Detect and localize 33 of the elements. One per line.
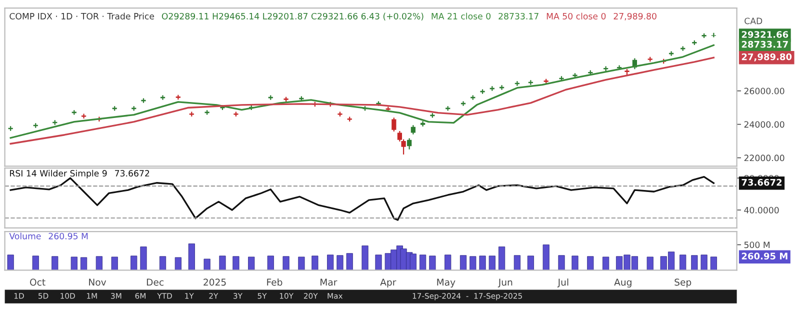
text: MA 50 close 0 xyxy=(546,12,606,20)
text: MA 21 close 0 xyxy=(432,12,491,20)
text: 27,989.80 xyxy=(742,53,792,62)
x-tick-label: Oct xyxy=(30,278,46,286)
text: CAD xyxy=(744,18,762,24)
x-tick-label: Nov xyxy=(89,278,106,286)
series-label: Volume xyxy=(9,232,41,240)
x-tick-label: 2025 xyxy=(204,278,226,286)
y-tick-label: 22000.00 xyxy=(744,154,784,162)
annotation: 28733.17 xyxy=(498,12,538,20)
text: 73.6672 xyxy=(742,178,782,186)
text: 260.95 M xyxy=(742,252,788,260)
text: 28733.17 xyxy=(742,40,788,48)
chart-title: COMP IDX · 1D · TOR · Trade Price xyxy=(10,12,154,20)
x-tick-label: Aug xyxy=(614,278,632,288)
x-tick-label: Apr xyxy=(380,278,396,288)
annotation: 260.95 M xyxy=(48,232,88,240)
annotation: 73.6672 xyxy=(115,170,150,177)
y-tick-label: 24000.00 xyxy=(744,121,784,128)
y-tick-label: 500 M xyxy=(744,242,770,248)
x-tick-label: May xyxy=(437,278,456,288)
x-tick-label: Mar xyxy=(320,278,338,286)
x-tick-label: Sep xyxy=(674,278,692,288)
series-label: RSI 14 Wilder Simple 9 xyxy=(10,170,107,178)
y-tick-label: 26000.00 xyxy=(744,88,784,94)
x-tick-label: Feb xyxy=(267,278,282,286)
x-tick-label: Jun xyxy=(498,278,512,288)
chart-subtitle: O29289.11 H29465.14 L29201.87 C29321.66 6.43 (+0.02%) xyxy=(162,12,424,20)
text: 29321.66 xyxy=(742,31,788,38)
annotation: 27,989.80 xyxy=(614,12,656,20)
x-tick-label: Dec xyxy=(146,278,164,286)
x-tick-label: Jul xyxy=(557,278,568,288)
y-tick-label: 40.0000 xyxy=(744,206,779,214)
